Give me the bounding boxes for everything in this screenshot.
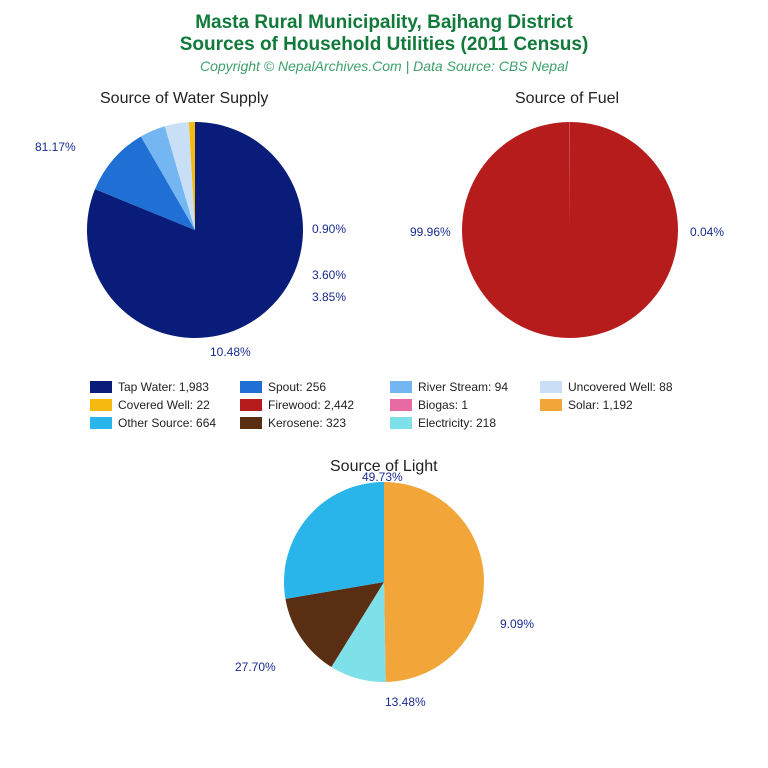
pie-slice-label: 99.96% [410, 225, 451, 239]
legend-item: Uncovered Well: 88 [540, 380, 690, 394]
legend: Tap Water: 1,983 Spout: 256 River Stream: … [90, 380, 690, 430]
legend-swatch [240, 399, 262, 411]
legend-label: Electricity: 218 [418, 416, 496, 430]
pie-slice-label: 3.60% [312, 268, 346, 282]
pie-slice-label: 3.85% [312, 290, 346, 304]
pie-slice-label: 27.70% [235, 660, 276, 674]
legend-swatch [540, 399, 562, 411]
legend-swatch [390, 381, 412, 393]
light-pie [282, 480, 486, 684]
fuel-pie [460, 120, 680, 340]
title-line-2: Sources of Household Utilities (2011 Cen… [0, 34, 768, 56]
legend-label: Solar: 1,192 [568, 398, 633, 412]
legend-item: Biogas: 1 [390, 398, 540, 412]
pie-slice-label: 13.48% [385, 695, 426, 709]
legend-swatch [240, 417, 262, 429]
pie-slice [384, 482, 484, 682]
legend-item: Other Source: 664 [90, 416, 240, 430]
title-line-1: Masta Rural Municipality, Bajhang Distri… [0, 12, 768, 34]
legend-label: Uncovered Well: 88 [568, 380, 673, 394]
legend-item: Solar: 1,192 [540, 398, 690, 412]
title-block: Masta Rural Municipality, Bajhang Distri… [0, 0, 768, 74]
pie-slice-label: 9.09% [500, 617, 534, 631]
legend-item: Kerosene: 323 [240, 416, 390, 430]
subtitle: Copyright © NepalArchives.Com | Data Sou… [0, 58, 768, 74]
legend-swatch [90, 381, 112, 393]
water-pie [85, 120, 305, 340]
legend-swatch [540, 381, 562, 393]
pie-slice-label: 49.73% [362, 470, 403, 484]
legend-label: Spout: 256 [268, 380, 326, 394]
legend-item: Tap Water: 1,983 [90, 380, 240, 394]
legend-swatch [240, 381, 262, 393]
legend-label: Firewood: 2,442 [268, 398, 354, 412]
legend-label: Biogas: 1 [418, 398, 468, 412]
legend-label: Other Source: 664 [118, 416, 216, 430]
legend-label: Tap Water: 1,983 [118, 380, 209, 394]
pie-slice-label: 0.90% [312, 222, 346, 236]
pie-slice-label: 0.04% [690, 225, 724, 239]
legend-item: Electricity: 218 [390, 416, 540, 430]
legend-item: Spout: 256 [240, 380, 390, 394]
legend-swatch [390, 417, 412, 429]
pie-slice-label: 81.17% [35, 140, 76, 154]
legend-item: River Stream: 94 [390, 380, 540, 394]
legend-item: Firewood: 2,442 [240, 398, 390, 412]
legend-swatch [90, 417, 112, 429]
pie-slice-label: 10.48% [210, 345, 251, 359]
legend-swatch [390, 399, 412, 411]
fuel-chart-title: Source of Fuel [515, 90, 619, 108]
pie-slice [284, 482, 384, 599]
legend-label: Covered Well: 22 [118, 398, 210, 412]
legend-label: River Stream: 94 [418, 380, 508, 394]
water-chart-title: Source of Water Supply [100, 90, 268, 108]
legend-label: Kerosene: 323 [268, 416, 346, 430]
legend-swatch [90, 399, 112, 411]
legend-item: Covered Well: 22 [90, 398, 240, 412]
